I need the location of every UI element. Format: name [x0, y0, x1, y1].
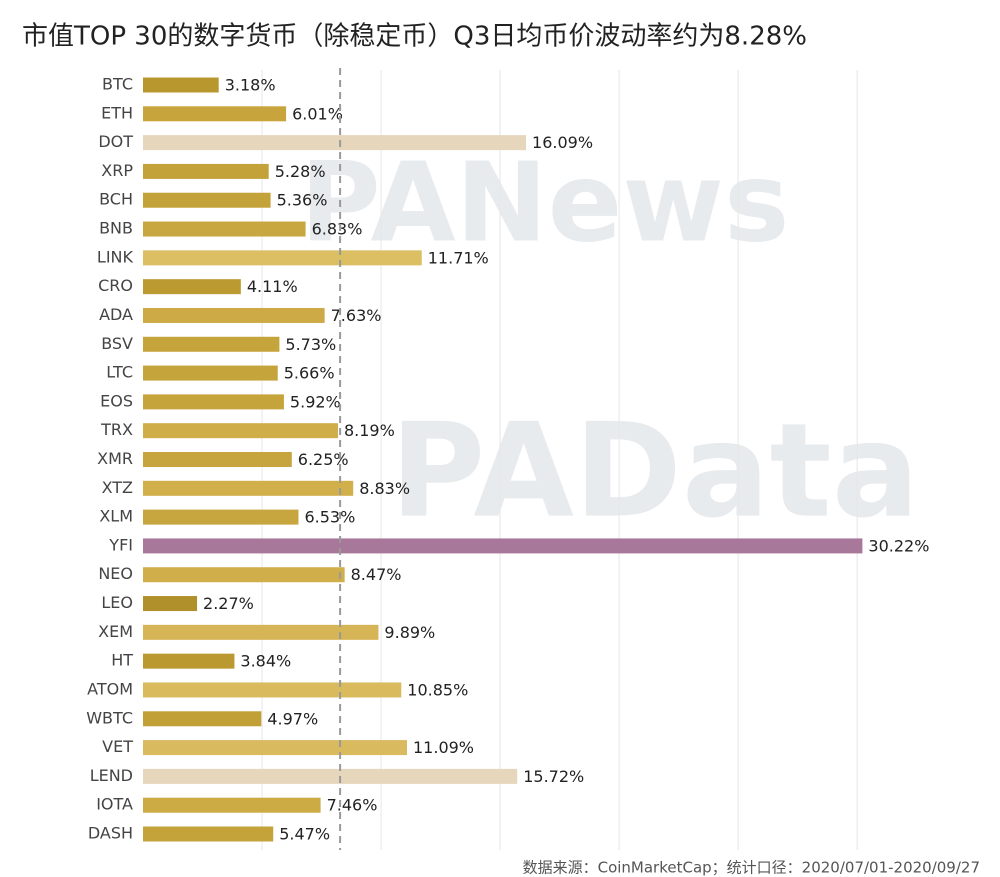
- bar: [143, 250, 422, 266]
- value-label: 5.73%: [285, 335, 336, 354]
- value-label: 11.71%: [428, 248, 489, 267]
- bar: [143, 106, 287, 122]
- y-tick-label: XRP: [101, 161, 133, 180]
- value-label: 5.36%: [277, 191, 328, 210]
- value-label: 2.27%: [203, 594, 254, 613]
- value-label: 4.97%: [267, 709, 318, 728]
- y-tick-label: ATOM: [87, 679, 133, 698]
- bar: [143, 509, 299, 525]
- bar: [143, 682, 402, 698]
- y-tick-label: NEO: [98, 564, 133, 583]
- value-label: 8.83%: [359, 479, 410, 498]
- y-tick-label: BSV: [101, 334, 133, 353]
- value-label: 6.83%: [312, 220, 363, 239]
- y-tick-label: ETH: [101, 103, 133, 122]
- source-note: 数据来源：CoinMarketCap；统计口径：2020/07/01-2020/…: [523, 859, 980, 877]
- value-label: 6.25%: [298, 450, 349, 469]
- value-label: 3.84%: [240, 652, 291, 671]
- value-label: 5.66%: [284, 364, 335, 383]
- bar: [143, 596, 198, 612]
- y-tick-label: BCH: [99, 190, 133, 209]
- y-tick-label: CRO: [98, 276, 133, 295]
- bar: [143, 768, 518, 784]
- bar: [143, 624, 379, 640]
- y-tick-label: YFI: [108, 535, 133, 554]
- bar: [143, 452, 292, 467]
- value-label: 11.09%: [413, 738, 474, 757]
- bar: [143, 394, 284, 410]
- bar: [143, 826, 274, 842]
- y-tick-label: HT: [111, 651, 133, 670]
- y-tick-label: LINK: [97, 247, 134, 266]
- value-label: 15.72%: [523, 767, 584, 786]
- bar: [143, 365, 278, 381]
- value-label: 5.28%: [275, 162, 326, 181]
- watermark: PAData: [390, 395, 919, 547]
- y-tick-label: VET: [102, 737, 133, 756]
- bar: [143, 307, 325, 323]
- value-label: 16.09%: [532, 133, 593, 152]
- y-tick-label: DASH: [88, 824, 133, 843]
- value-label: 8.19%: [344, 421, 395, 440]
- bar: [143, 480, 354, 496]
- y-tick-label: XEM: [98, 622, 133, 641]
- y-tick-label: WBTC: [86, 708, 133, 727]
- chart-title: 市值TOP 30的数字货币（除稳定币）Q3日均币价波动率约为8.28%: [22, 22, 807, 52]
- value-label: 6.01%: [292, 104, 343, 123]
- bar: [143, 740, 408, 756]
- bar: [143, 77, 219, 93]
- value-label: 7.46%: [327, 796, 378, 815]
- y-tick-label: BNB: [99, 219, 133, 238]
- bar: [143, 163, 269, 179]
- value-label: 6.53%: [304, 508, 355, 527]
- bar: [143, 221, 306, 237]
- bar: [143, 279, 241, 295]
- bar: [143, 135, 527, 151]
- y-tick-label: EOS: [100, 391, 133, 410]
- y-tick-label: XMR: [97, 449, 133, 468]
- y-tick-label: DOT: [98, 132, 133, 151]
- bar: [143, 192, 271, 208]
- y-tick-label: XTZ: [102, 478, 133, 497]
- y-tick-label: ADA: [99, 305, 133, 324]
- value-label: 9.89%: [384, 623, 435, 642]
- value-label: 8.47%: [351, 565, 402, 584]
- bar: [143, 653, 235, 669]
- watermark: PANews: [300, 138, 789, 266]
- value-label: 3.18%: [225, 76, 276, 95]
- y-tick-label: LEO: [101, 593, 133, 612]
- y-tick-label: LEND: [90, 766, 133, 785]
- y-tick-label: XLM: [99, 507, 133, 526]
- bar: [143, 711, 262, 727]
- value-label: 10.85%: [407, 680, 468, 699]
- y-tick-label: TRX: [100, 420, 133, 439]
- bar: [143, 336, 280, 352]
- y-tick-label: IOTA: [96, 795, 133, 814]
- value-label: 7.63%: [331, 306, 382, 325]
- bar: [143, 797, 321, 813]
- y-tick-label: BTC: [102, 75, 133, 94]
- value-label: 30.22%: [868, 536, 929, 555]
- y-tick-label: LTC: [106, 363, 133, 382]
- value-label: 5.47%: [279, 825, 330, 844]
- value-label: 4.11%: [247, 277, 298, 296]
- value-label: 5.92%: [290, 392, 341, 411]
- bar: [143, 538, 863, 554]
- bar: [143, 567, 345, 583]
- bar: [143, 423, 338, 439]
